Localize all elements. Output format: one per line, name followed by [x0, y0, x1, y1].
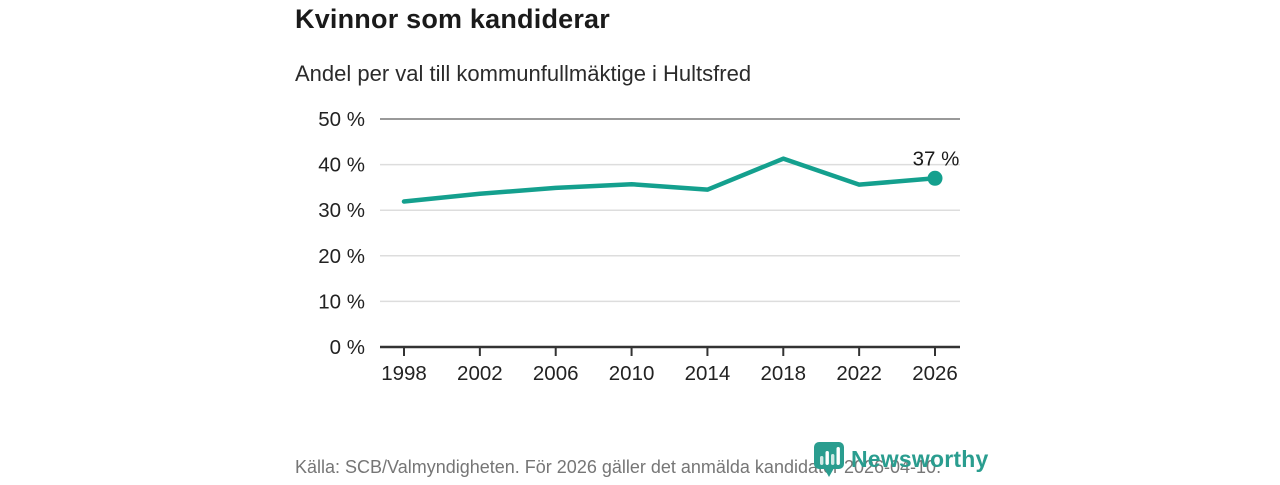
y-tick-label: 0 % — [330, 336, 365, 359]
source-note: Källa: SCB/Valmyndigheten. För 2026 gäll… — [295, 457, 942, 477]
x-tick-label: 2002 — [457, 362, 503, 385]
end-point-label: 37 % — [913, 147, 960, 170]
newsworthy-icon — [813, 441, 845, 485]
x-tick-label: 2010 — [609, 362, 655, 385]
logo-bar — [825, 451, 829, 465]
page-title: Kvinnor som kandiderar — [295, 4, 610, 34]
y-tick-label: 10 % — [318, 290, 365, 313]
logo-bar — [831, 454, 835, 465]
x-tick-label: 2022 — [836, 362, 882, 385]
x-tick-label: 1998 — [381, 362, 427, 385]
y-tick-label: 20 % — [318, 245, 365, 268]
y-tick-label: 30 % — [318, 199, 365, 222]
logo-bar — [820, 456, 824, 465]
end-point-marker — [927, 170, 943, 186]
data-line — [401, 156, 938, 204]
y-tick-label: 50 % — [318, 108, 365, 131]
line-chart: 0 % 10 % 20 % 30 % 40 % 50 % 1998 2002 2006 2010 2… — [318, 108, 960, 385]
brand-logo: Newsworthy — [813, 441, 998, 480]
y-tick-label: 40 % — [318, 154, 365, 177]
brand-name: Newsworthy — [851, 446, 989, 472]
chart-subtitle: Andel per val till kommunfullmäktige i H… — [295, 61, 752, 86]
x-tick-label: 2014 — [685, 362, 731, 385]
x-tick-label: 2026 — [912, 362, 958, 385]
x-tick-label: 2018 — [760, 362, 806, 385]
x-tick-label: 2006 — [533, 362, 579, 385]
logo-bar — [836, 447, 840, 465]
